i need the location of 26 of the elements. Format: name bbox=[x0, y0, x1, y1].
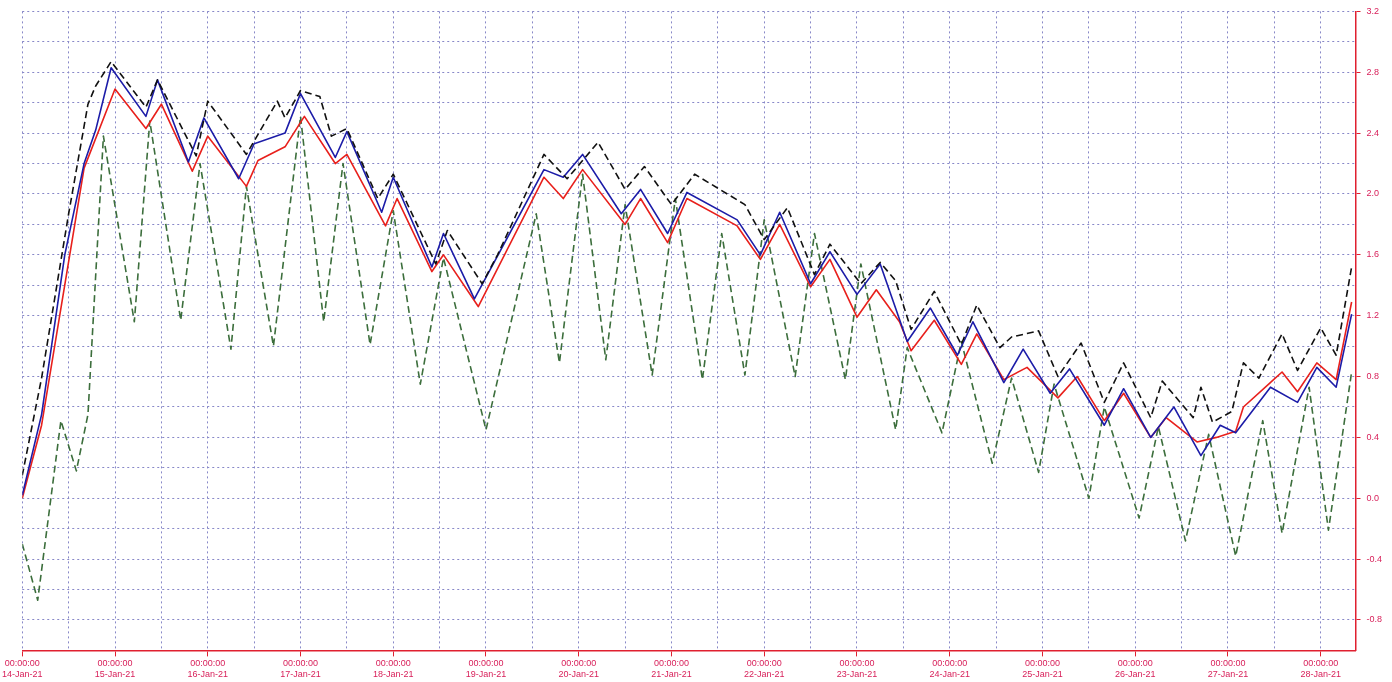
x-tick-label: 00:00:00 25-Jan-21 bbox=[1022, 658, 1063, 680]
x-tick-label: 00:00:00 20-Jan-21 bbox=[558, 658, 600, 680]
x-tick-label: 00:00:00 15-Jan-21 bbox=[94, 658, 136, 680]
y2-tick-label: -0.4 bbox=[1366, 553, 1383, 564]
y2-tick-label: 1.2 bbox=[1366, 310, 1380, 321]
x-tick-label: 00:00:00 19-Jan-21 bbox=[465, 658, 507, 680]
x-tick-label: 00:00:00 26-Jan-21 bbox=[1114, 658, 1156, 680]
x-tick-label: 00:00:00 22-Jan-21 bbox=[743, 658, 785, 680]
y2-tick-label: 0.0 bbox=[1366, 492, 1380, 503]
x-tick-label: 00:00:00 18-Jan-21 bbox=[372, 658, 414, 680]
x-tick-label: 00:00:00 21-Jan-21 bbox=[651, 658, 692, 680]
y2-tick-label: 0.4 bbox=[1366, 431, 1380, 442]
y2-tick-label: -0.8 bbox=[1366, 614, 1383, 625]
y2-tick-label: 2.4 bbox=[1366, 127, 1380, 138]
x-tick-label: 00:00:00 27-Jan-21 bbox=[1207, 658, 1249, 680]
y2-tick-label: 3.2 bbox=[1366, 5, 1380, 16]
y2-tick-label: 1.6 bbox=[1366, 249, 1380, 260]
x-tick-label: 00:00:00 17-Jan-21 bbox=[280, 658, 321, 680]
x-tick-label: 00:00:00 28-Jan-21 bbox=[1300, 658, 1341, 680]
y2-tick-label: 2.8 bbox=[1366, 66, 1380, 77]
x-tick-label: 00:00:00 24-Jan-21 bbox=[929, 658, 970, 680]
y2-tick-label: 2.0 bbox=[1366, 188, 1380, 199]
y2-tick-label: 0.8 bbox=[1366, 371, 1380, 382]
x-tick-label: 00:00:00 16-Jan-21 bbox=[187, 658, 229, 680]
x-tick-label: 00:00:00 23-Jan-21 bbox=[836, 658, 878, 680]
x-tick-label: 00:00:00 14-Jan-21 bbox=[2, 658, 43, 680]
